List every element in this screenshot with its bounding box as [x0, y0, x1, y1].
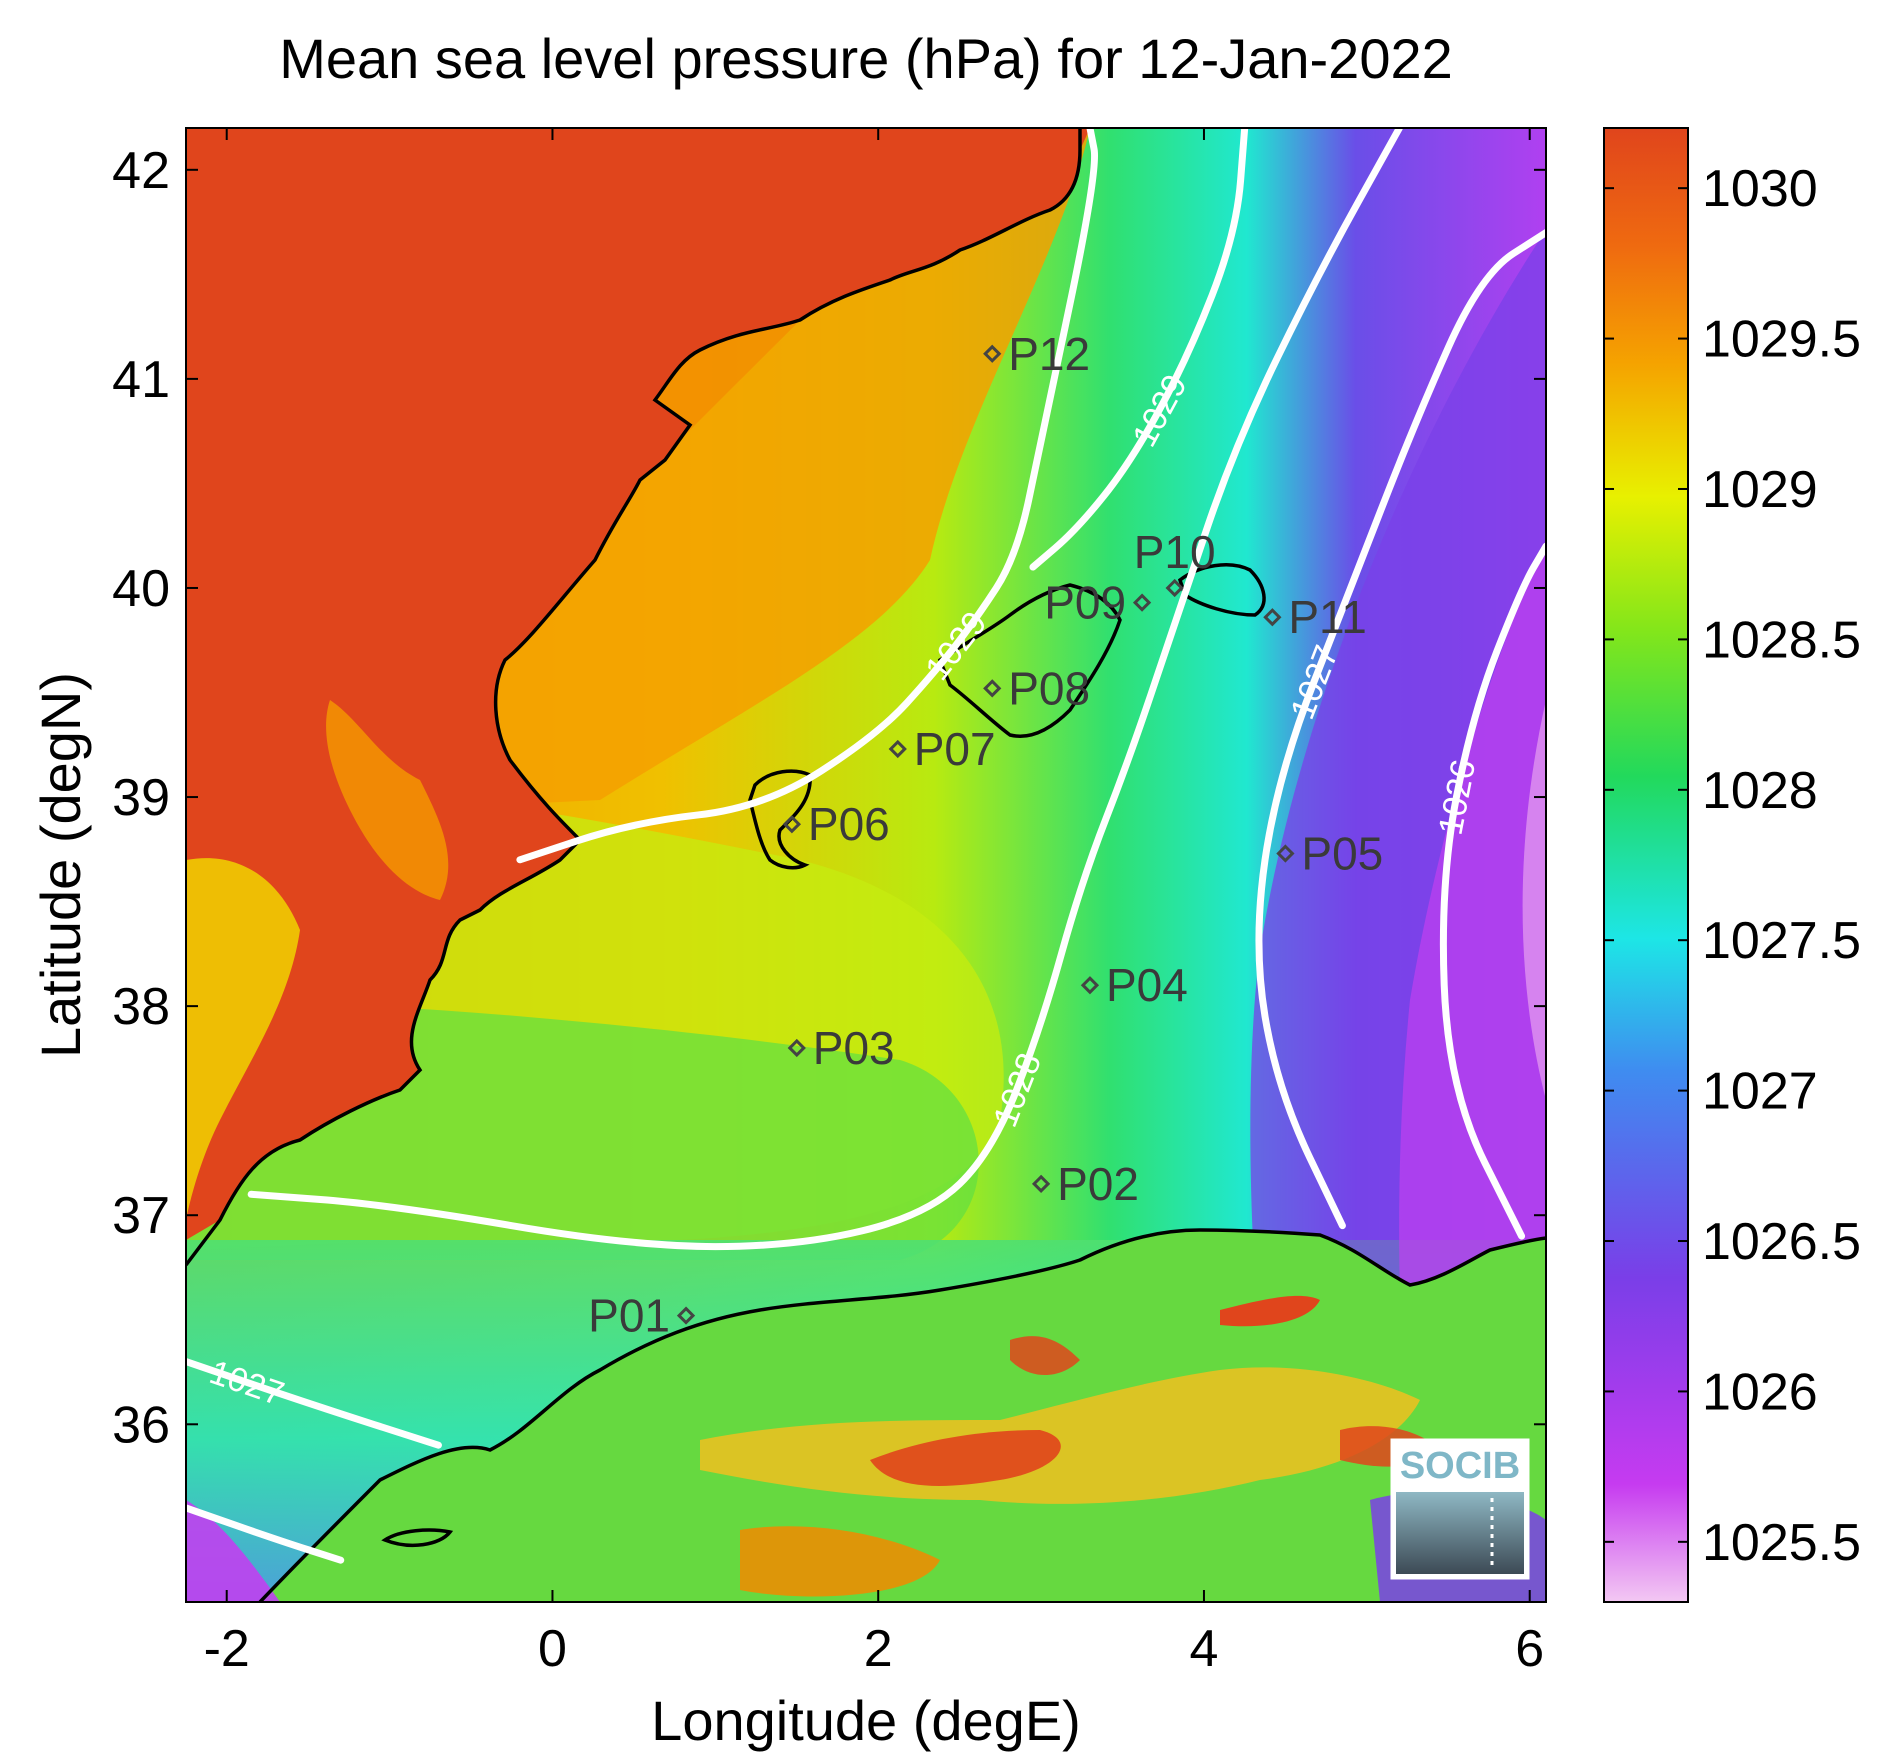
station-label: P07 — [914, 723, 996, 775]
station-p05: P05 — [1276, 828, 1383, 880]
africa-coastline — [258, 1228, 1546, 1602]
colorbar-tick-label: 1030 — [1702, 160, 1818, 218]
y-tick-label: 40 — [112, 560, 170, 618]
colorbar-gradient — [1603, 127, 1689, 1603]
x-tick-label: -2 — [204, 1620, 250, 1678]
colorbar-tick-label: 1028 — [1702, 762, 1818, 820]
pressure-field — [186, 128, 1546, 1602]
y-tick-label: 42 — [112, 142, 170, 200]
station-marker — [1080, 976, 1100, 995]
station-label: P04 — [1106, 959, 1188, 1011]
contour-line-1029 — [516, 128, 1099, 864]
alboran-island-coastline — [381, 1528, 454, 1548]
station-p02: P02 — [1031, 1158, 1139, 1210]
contour-line-1027 — [1255, 229, 1546, 1230]
station-p06: P06 — [782, 798, 890, 850]
station-p10: P10 — [1134, 526, 1216, 598]
colorbar-ticks: 1025.5 1026 1026.5 1027 1027.5 1028 1028.5 1029… — [1604, 160, 1861, 1572]
station-p01: P01 — [588, 1290, 696, 1342]
x-tick-label: 6 — [1515, 1620, 1544, 1678]
station-marker — [1132, 593, 1152, 612]
y-tick-label: 38 — [112, 978, 170, 1036]
y-tick-label: 37 — [112, 1187, 170, 1245]
station-p09: P09 — [1044, 577, 1152, 629]
station-marker — [787, 1038, 806, 1058]
plot-frame — [185, 127, 1547, 1603]
colorbar-tick-label: 1027 — [1702, 1063, 1818, 1121]
contour-line-1028 — [247, 128, 1403, 1251]
colorbar-tick-label: 1028.5 — [1702, 611, 1861, 669]
station-label: P02 — [1057, 1158, 1139, 1210]
station-marker — [1165, 578, 1184, 598]
station-p07: P07 — [888, 723, 996, 775]
x-tick-label: 2 — [864, 1620, 893, 1678]
contour-line-1026 — [1439, 542, 1546, 1240]
y-tick-label: 39 — [112, 769, 170, 827]
x-tick-label: 4 — [1190, 1620, 1219, 1678]
colorbar-tick-label: 1026 — [1702, 1363, 1818, 1421]
station-label: P08 — [1008, 662, 1090, 714]
station-marker — [1276, 844, 1295, 863]
y-tick-label: 36 — [112, 1396, 170, 1454]
colorbar-tick-label: 1026.5 — [1702, 1213, 1861, 1271]
station-label: P03 — [813, 1022, 895, 1074]
socib-logo: SOCIB — [1390, 1438, 1530, 1580]
station-marker — [1031, 1174, 1051, 1193]
station-label: P06 — [808, 798, 890, 850]
station-label: P11 — [1288, 591, 1366, 643]
menorca-coastline — [1177, 563, 1266, 617]
station-p12: P12 — [983, 328, 1090, 380]
colorbar-tick-label: 1029.5 — [1702, 311, 1861, 369]
x-tick-label: 0 — [538, 1620, 567, 1678]
chart-title: Mean sea level pressure (hPa) for 12-Jan… — [279, 27, 1453, 90]
colorbar-tick-label: 1027.5 — [1702, 912, 1861, 970]
colorbar: 1025.5 1026 1026.5 1027 1027.5 1028 1028.5 1029… — [1603, 127, 1861, 1603]
y-axis: 36 37 38 39 40 41 42 — [112, 142, 1546, 1454]
colorbar-tick-label: 1025.5 — [1702, 1514, 1861, 1572]
station-marker — [983, 679, 1002, 698]
mallorca-coastline — [937, 583, 1122, 738]
station-marker — [676, 1306, 696, 1325]
socib-logo-text: SOCIB — [1400, 1445, 1520, 1487]
contour-line-1029 — [1029, 128, 1249, 571]
colorbar-tick-label: 1029 — [1702, 461, 1818, 519]
coastlines — [186, 128, 1546, 1602]
station-p03: P03 — [787, 1022, 895, 1074]
station-p04: P04 — [1080, 959, 1188, 1011]
x-axis: -2 0 2 4 6 — [204, 128, 1544, 1678]
station-marker — [983, 344, 1002, 363]
station-p11: P11 — [1263, 591, 1367, 643]
station-marker — [782, 815, 802, 834]
iberia-coastline — [186, 128, 1082, 1267]
station-marker — [1263, 608, 1282, 627]
y-axis-label: Latitude (degN) — [29, 672, 92, 1058]
x-axis-label: Longitude (degE) — [651, 1689, 1081, 1752]
iberia-land — [186, 128, 1090, 1240]
contour-line-1027 — [186, 1358, 442, 1449]
station-label: P09 — [1044, 577, 1126, 629]
y-tick-label: 41 — [112, 351, 170, 409]
contour-line-1027 — [186, 1504, 345, 1564]
station-p08: P08 — [983, 662, 1090, 714]
station-label: P01 — [588, 1290, 670, 1342]
station-label: P10 — [1134, 526, 1216, 578]
station-marker — [888, 739, 907, 759]
station-label: P05 — [1301, 828, 1383, 880]
station-label: P12 — [1008, 328, 1090, 380]
